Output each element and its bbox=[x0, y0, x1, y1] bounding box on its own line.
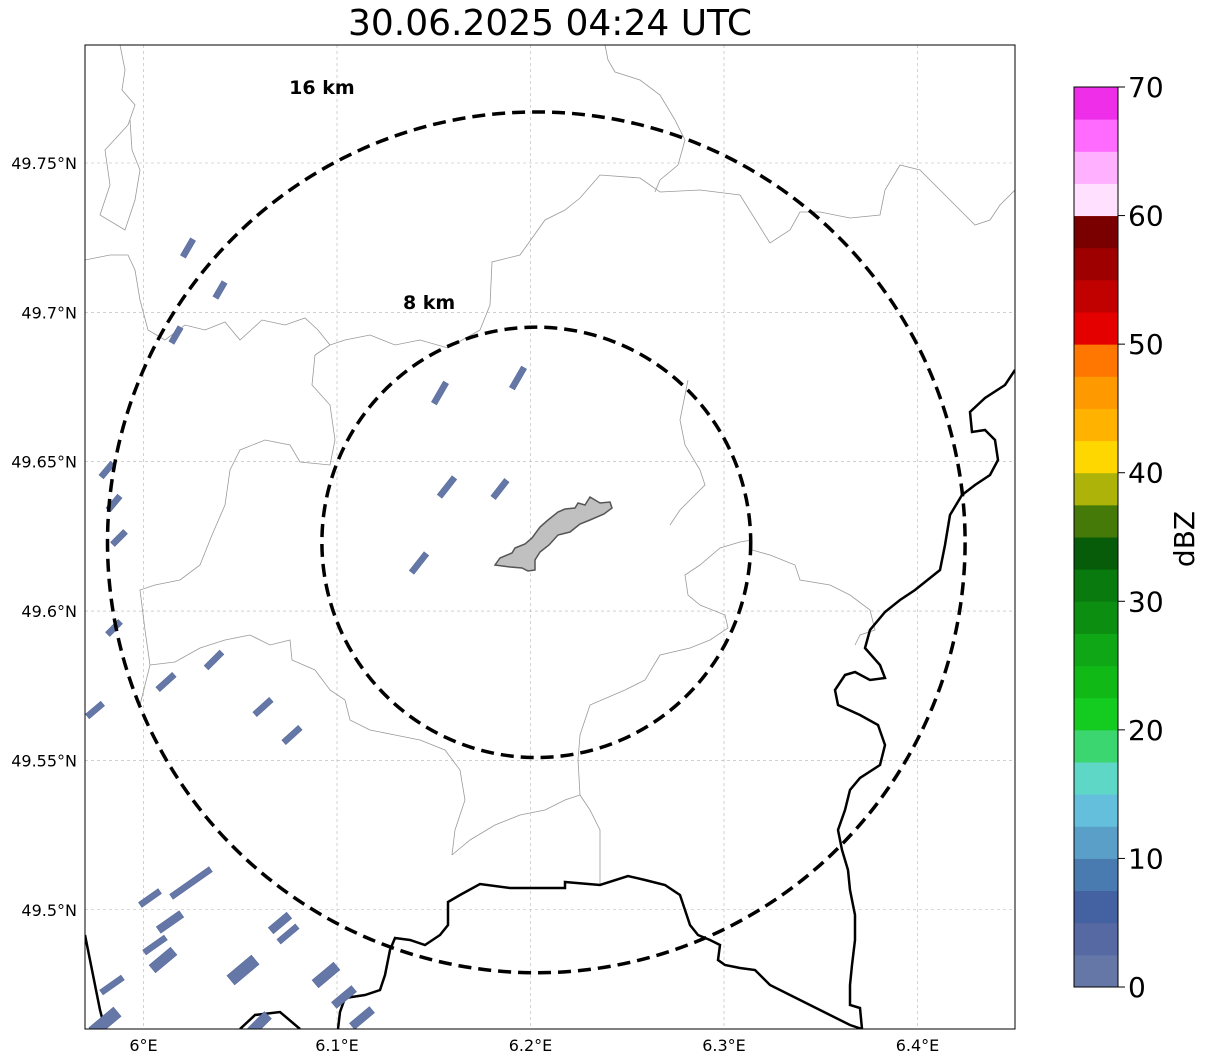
colorbar-segment bbox=[1074, 729, 1118, 763]
colorbar-segment bbox=[1074, 954, 1118, 988]
colorbar-segment bbox=[1074, 633, 1118, 667]
colorbar-segment bbox=[1074, 119, 1118, 152]
longitude-ticks: 6°E 6.1°E 6.2°E 6.3°E 6.4°E bbox=[129, 1036, 939, 1055]
colorbar-tick-label: 50 bbox=[1128, 328, 1164, 361]
lon-tick-label: 6.4°E bbox=[896, 1036, 940, 1055]
colorbar-segment bbox=[1074, 408, 1118, 442]
colorbar-segment bbox=[1074, 87, 1118, 120]
range-ring bbox=[105, 110, 967, 975]
colorbar-segment bbox=[1074, 183, 1118, 217]
lat-tick-label: 49.75°N bbox=[11, 154, 77, 173]
colorbar-segment bbox=[1074, 537, 1118, 570]
colorbar-segment bbox=[1074, 569, 1118, 602]
colorbar-frame bbox=[1073, 86, 1119, 988]
colorbar-segment bbox=[1074, 440, 1118, 474]
lon-tick-label: 6.2°E bbox=[509, 1036, 553, 1055]
colorbar: 0 10 20 30 40 50 60 70 dBZ bbox=[1073, 71, 1201, 1004]
colorbar-segment bbox=[1074, 697, 1118, 731]
colorbar-segment bbox=[1074, 665, 1118, 699]
colorbar-segment bbox=[1074, 376, 1118, 409]
colorbar-segment bbox=[1074, 826, 1118, 859]
colorbar-segment bbox=[1074, 151, 1118, 184]
radar-echoes bbox=[85, 237, 527, 1029]
colorbar-tick-label: 40 bbox=[1128, 457, 1164, 490]
map-frame bbox=[84, 44, 1016, 1030]
latitude-ticks: 49.75°N 49.7°N 49.65°N 49.6°N 49.55°N 49.5°N bbox=[11, 154, 77, 920]
range-ring-label: 16 km bbox=[289, 77, 355, 99]
range-rings: 8 km 16 km bbox=[105, 77, 967, 975]
lon-tick-label: 6.3°E bbox=[702, 1036, 746, 1055]
lat-tick-label: 49.6°N bbox=[21, 602, 77, 621]
colorbar-label: dBZ bbox=[1168, 511, 1201, 567]
lat-tick-label: 49.55°N bbox=[11, 751, 77, 770]
colorbar-tick-label: 0 bbox=[1128, 971, 1146, 1004]
colorbar-tick-label: 60 bbox=[1128, 200, 1164, 233]
colorbar-segment bbox=[1074, 215, 1118, 249]
gridlines bbox=[85, 45, 1015, 1029]
colorbar-segment bbox=[1074, 601, 1118, 634]
lat-tick-label: 49.7°N bbox=[21, 303, 77, 322]
colorbar-segment bbox=[1074, 472, 1118, 506]
lat-tick-label: 49.5°N bbox=[21, 901, 77, 920]
map-title: 30.06.2025 04:24 UTC bbox=[347, 3, 753, 44]
colorbar-segment bbox=[1074, 247, 1118, 281]
municipal-boundaries bbox=[85, 45, 1015, 885]
colorbar-tick-label: 10 bbox=[1128, 842, 1164, 875]
colorbar-segment bbox=[1074, 279, 1118, 313]
colorbar-segment bbox=[1074, 312, 1118, 345]
colorbar-segment bbox=[1074, 922, 1118, 956]
colorbar-segment bbox=[1074, 504, 1118, 538]
range-ring-label: 8 km bbox=[403, 292, 455, 314]
colorbar-segment bbox=[1074, 890, 1118, 924]
colorbar-tick-label: 30 bbox=[1128, 585, 1164, 618]
colorbar-segment bbox=[1074, 858, 1118, 892]
city-area bbox=[493, 495, 613, 572]
colorbar-segment bbox=[1074, 762, 1118, 795]
lat-tick-label: 49.65°N bbox=[11, 453, 77, 472]
colorbar-segment bbox=[1074, 794, 1118, 827]
lon-tick-label: 6.1°E bbox=[315, 1036, 359, 1055]
range-ring bbox=[320, 325, 753, 760]
colorbar-segment bbox=[1074, 344, 1118, 377]
colorbar-tick-label: 70 bbox=[1128, 71, 1164, 104]
lon-tick-label: 6°E bbox=[129, 1036, 157, 1055]
colorbar-tick-label: 20 bbox=[1128, 714, 1164, 747]
